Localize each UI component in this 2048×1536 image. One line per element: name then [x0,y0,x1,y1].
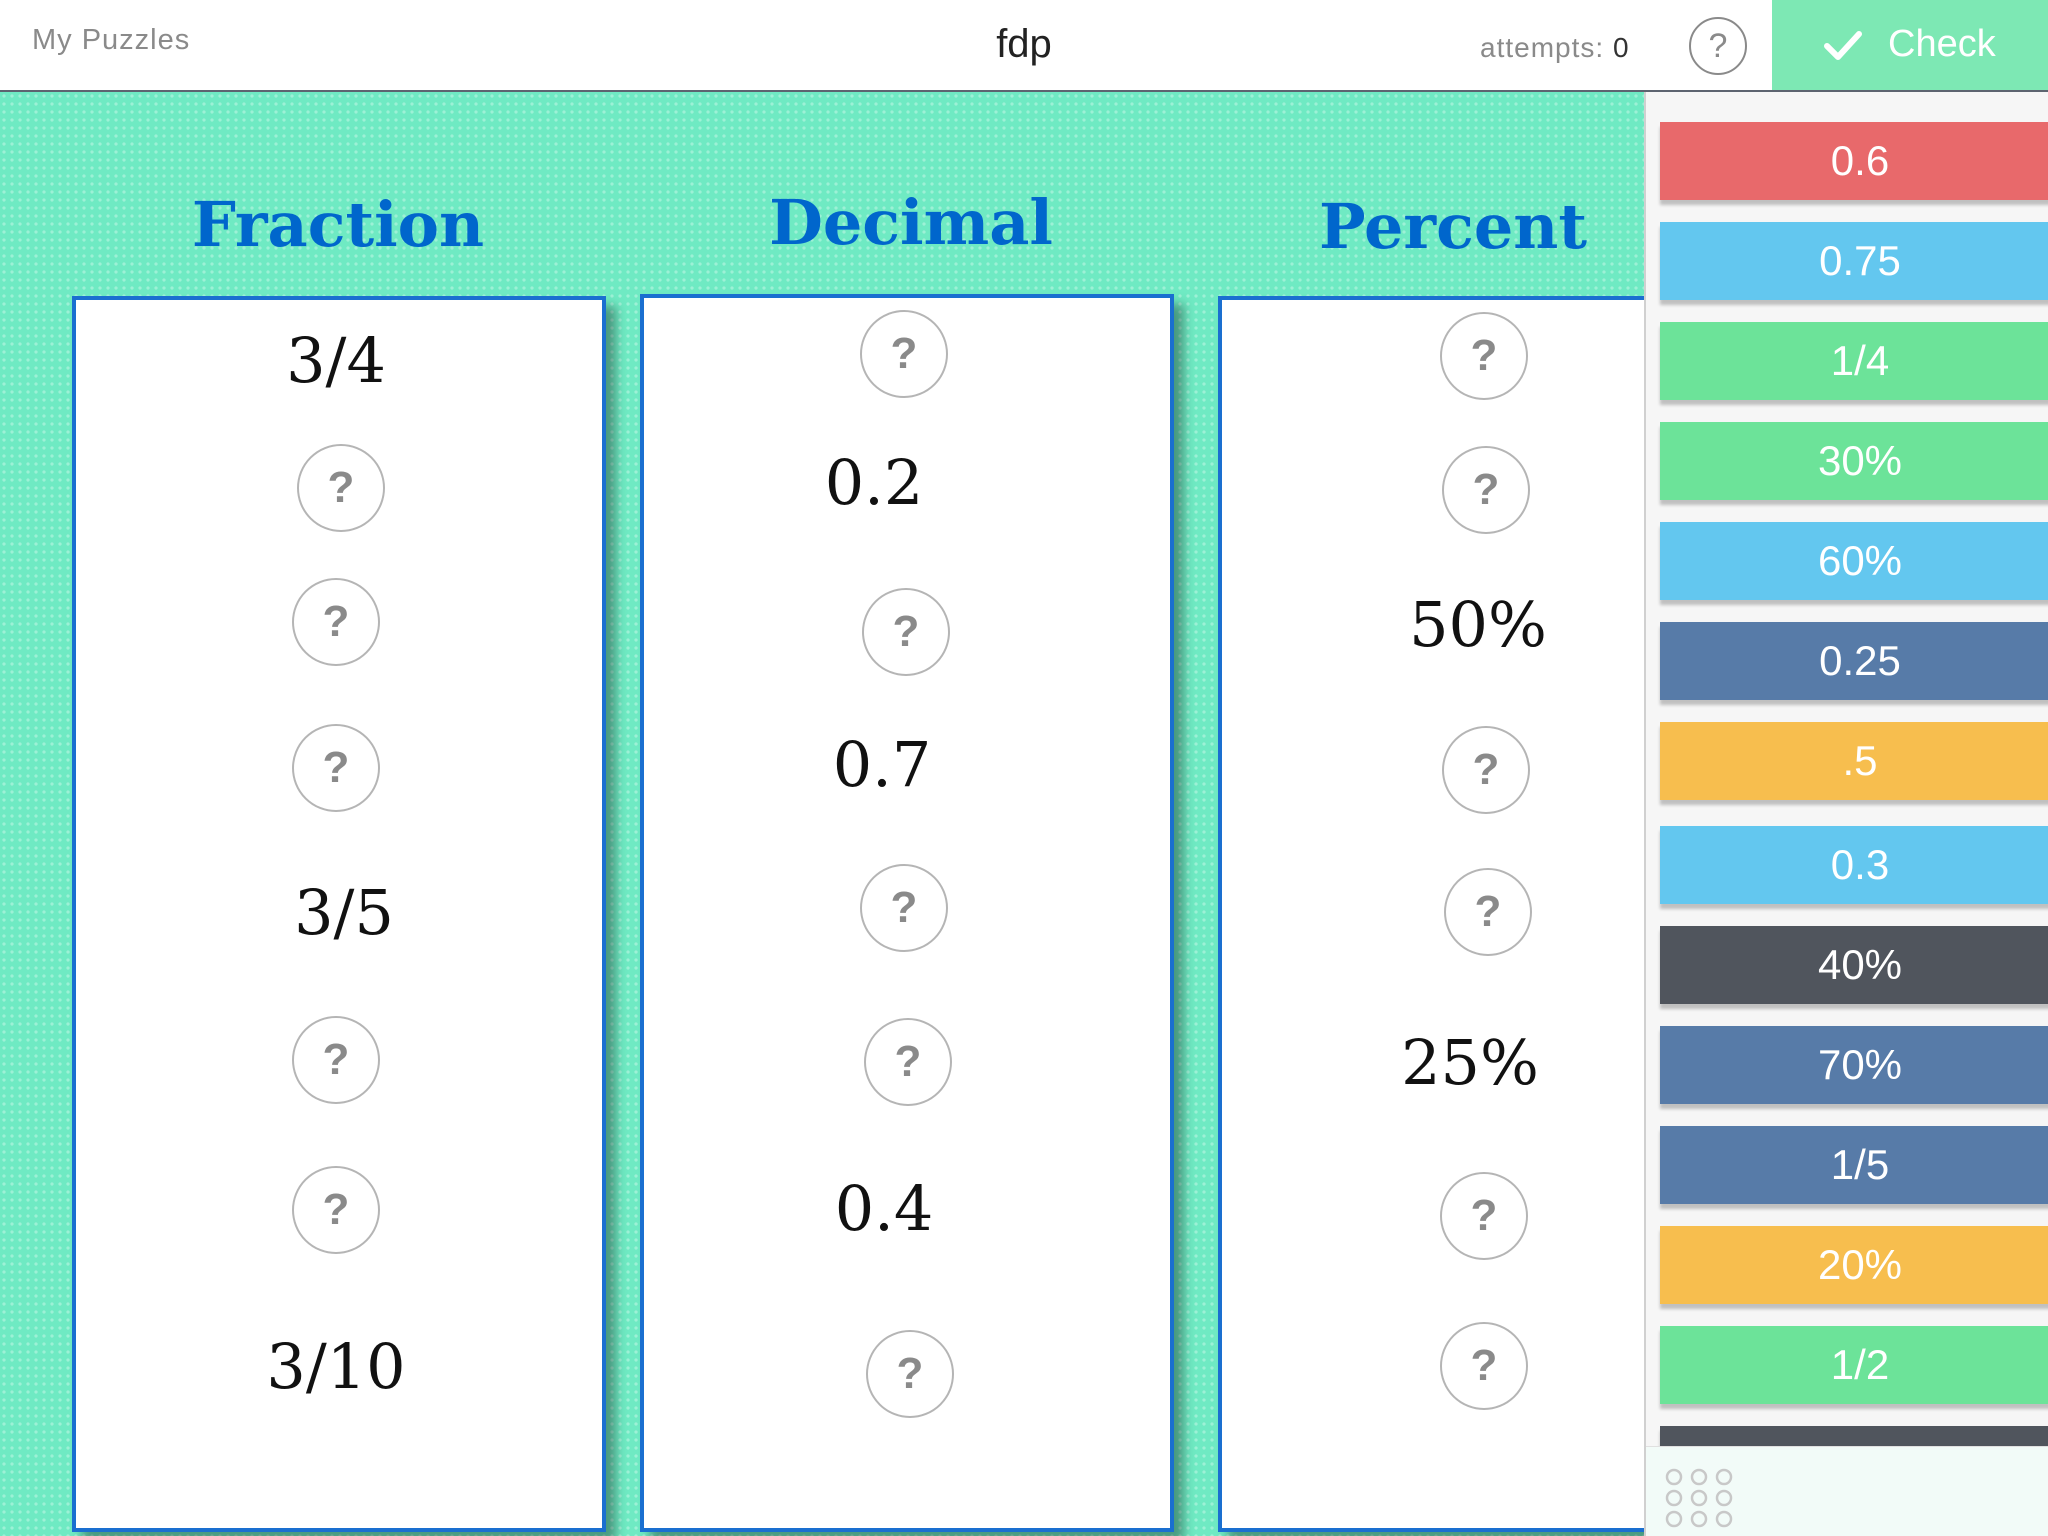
answer-tile[interactable]: 0.3 [1660,826,2048,904]
attempts-counter: attempts: 0 [1480,32,1630,64]
answer-slot[interactable]: ? [1440,1322,1528,1410]
check-label: Check [1888,23,1996,65]
answer-slot[interactable]: ? [1440,1172,1528,1260]
answer-slot[interactable]: ? [1440,312,1528,400]
cell-value: 3/5 [294,876,394,949]
answer-slot[interactable]: ? [297,444,385,532]
answer-tile[interactable]: 40% [1660,926,2048,1004]
help-button[interactable]: ? [1689,17,1747,75]
answer-tile[interactable]: .5 [1660,722,2048,800]
checkmark-icon [1824,31,1862,60]
tray-footer [1646,1446,2048,1536]
answer-slot[interactable]: ? [1444,868,1532,956]
answer-slot[interactable]: ? [292,724,380,812]
answer-tile[interactable]: 0.75 [1660,222,2048,300]
answer-slot[interactable]: ? [292,578,380,666]
answer-slot[interactable]: ? [1442,446,1530,534]
check-button[interactable]: Check [1772,0,2048,90]
answer-slot[interactable]: ? [862,588,950,676]
cell-value: 50% [1409,588,1547,661]
column-heading-percent: Percent [1319,190,1587,263]
grid-menu-icon[interactable] [1664,1467,1734,1529]
cell-value: 0.2 [824,446,924,519]
answer-slot[interactable]: ? [866,1330,954,1418]
answer-tile[interactable]: 0.25 [1660,622,2048,700]
answer-slot[interactable]: ? [292,1016,380,1104]
attempts-label: attempts: [1480,32,1605,63]
cell-value: 3/4 [286,324,386,397]
tile-tray[interactable]: 0.6 0.75 1/4 30% 60% 0.25 .5 0.3 40% 70%… [1644,92,2048,1536]
answer-tile[interactable]: 1/5 [1660,1126,2048,1204]
puzzle-board: Fraction 3/4 ? ? ? 3/5 ? ? 3/10 Decimal … [0,92,1644,1536]
answer-tile[interactable]: 20% [1660,1226,2048,1304]
column-heading-decimal: Decimal [769,186,1053,259]
top-bar: My Puzzles fdp attempts: 0 ? Check [0,0,2048,92]
answer-tile[interactable]: 60% [1660,522,2048,600]
column-decimal: ? 0.2 ? 0.7 ? ? 0.4 ? [640,294,1174,1532]
answer-slot[interactable]: ? [864,1018,952,1106]
attempts-count: 0 [1612,32,1630,63]
cell-value: 0.7 [832,728,932,801]
cell-value: 25% [1401,1026,1539,1099]
column-fraction: 3/4 ? ? ? 3/5 ? ? 3/10 [72,296,606,1532]
cell-value: 3/10 [266,1330,406,1403]
answer-slot[interactable]: ? [860,310,948,398]
answer-slot[interactable]: ? [1442,726,1530,814]
answer-tile[interactable]: 1/4 [1660,322,2048,400]
answer-tile[interactable]: 0.6 [1660,122,2048,200]
answer-tile[interactable]: 1/2 [1660,1326,2048,1404]
my-puzzles-link[interactable]: My Puzzles [32,24,191,56]
answer-tile[interactable]: 30% [1660,422,2048,500]
answer-tile[interactable]: 70% [1660,1026,2048,1104]
answer-slot[interactable]: ? [292,1166,380,1254]
column-heading-fraction: Fraction [191,188,485,261]
answer-slot[interactable]: ? [860,864,948,952]
tile-tray-background [1646,92,2048,1536]
column-percent: ? ? 50% ? ? 25% ? ? [1218,296,1644,1532]
cell-value: 0.4 [834,1172,934,1245]
